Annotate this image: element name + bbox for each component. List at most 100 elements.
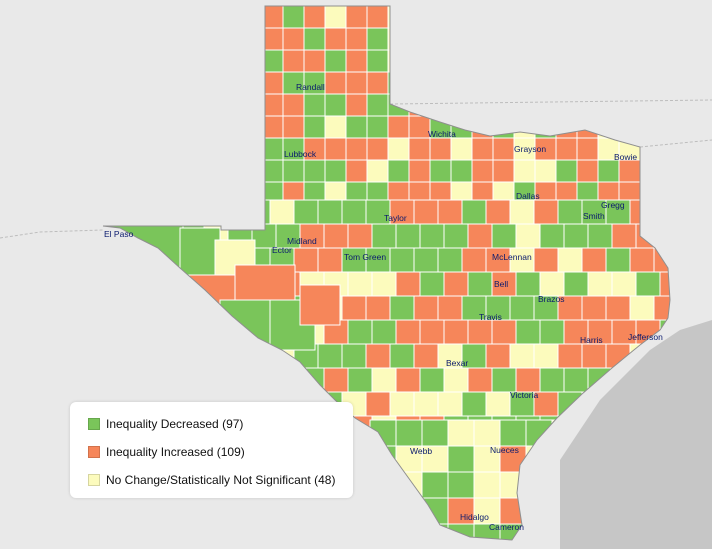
- map-legend: Inequality Decreased (97) Inequality Inc…: [70, 402, 353, 498]
- county-cell: [555, 137, 578, 161]
- county-cell: [324, 137, 347, 161]
- legend-label-decreased: Inequality Decreased (97): [106, 417, 244, 431]
- county-cell: [341, 199, 367, 225]
- county-cell: [345, 115, 368, 139]
- county-cell: [533, 343, 559, 369]
- label-bowie: Bowie: [614, 152, 637, 162]
- county-cell: [389, 343, 415, 369]
- county-cell: [437, 199, 463, 225]
- county-cell: [429, 137, 452, 161]
- county-cell: [437, 295, 463, 321]
- county-cell: [605, 247, 631, 273]
- county-cell: [366, 49, 389, 73]
- county-cell: [461, 247, 487, 273]
- county-cell: [587, 223, 613, 249]
- county-cell: [345, 6, 368, 29]
- county-cell: [317, 247, 343, 273]
- county-cell: [419, 223, 445, 249]
- county-cell: [317, 343, 343, 369]
- county-cell: [419, 367, 445, 393]
- county-cell: [365, 343, 391, 369]
- county-cell: [611, 271, 637, 297]
- county-cell: [467, 271, 493, 297]
- label-midland: Midland: [287, 236, 317, 246]
- county-cell: [509, 343, 535, 369]
- county-cell: [324, 159, 347, 183]
- county-cell: [447, 445, 475, 473]
- county-cell: [282, 159, 305, 183]
- label-harris: Harris: [580, 335, 603, 345]
- county-cell: [533, 199, 559, 225]
- county-cell: [429, 159, 452, 183]
- county-cell: [447, 419, 475, 447]
- legend-label-increased: Inequality Increased (109): [106, 445, 245, 459]
- county-cell: [303, 115, 326, 139]
- county-cell: [303, 6, 326, 29]
- county-cell: [419, 271, 445, 297]
- county-cell: [539, 319, 565, 345]
- county-cell: [473, 419, 501, 447]
- county-cell: [345, 93, 368, 117]
- county-cell: [341, 295, 367, 321]
- label-randall: Randall: [296, 82, 325, 92]
- county-cell: [461, 199, 487, 225]
- county-cell: [581, 199, 607, 225]
- county-cell: [347, 367, 373, 393]
- legend-item-decreased: Inequality Decreased (97): [88, 417, 243, 431]
- county-cell: [389, 295, 415, 321]
- county-cell: [324, 115, 347, 139]
- label-smith: Smith: [583, 211, 605, 221]
- county-cell: [282, 93, 305, 117]
- county-cell: [629, 295, 655, 321]
- county-cell: [485, 391, 511, 417]
- county-cell: [509, 247, 535, 273]
- county-cell: [324, 71, 347, 95]
- county-cell: [324, 93, 347, 117]
- county-cell: [345, 159, 368, 183]
- county-cell: [366, 71, 389, 95]
- county-cell: [471, 137, 494, 161]
- county-cell: [563, 271, 589, 297]
- county-cell: [347, 223, 373, 249]
- county-cell: [345, 27, 368, 51]
- label-grayson: Grayson: [514, 144, 546, 154]
- label-gregg: Gregg: [601, 200, 625, 210]
- county-cell: [421, 445, 449, 473]
- county-cell: [408, 159, 431, 183]
- county-cell: [365, 295, 391, 321]
- county-cell: [389, 391, 415, 417]
- county-cell: [539, 271, 565, 297]
- county-cell: [437, 391, 463, 417]
- county-cell: [635, 271, 661, 297]
- county-cell: [282, 6, 305, 29]
- county-cell: [324, 27, 347, 51]
- county-cell: [395, 223, 421, 249]
- label-bexar: Bexar: [446, 358, 468, 368]
- county-cell: [534, 159, 557, 183]
- county-cell: [450, 137, 473, 161]
- county-cell: [421, 471, 449, 499]
- label-mclennan: McLennan: [492, 252, 532, 262]
- county-cell: [485, 343, 511, 369]
- label-el-paso: El Paso: [104, 229, 134, 239]
- county-cell: [413, 343, 439, 369]
- county-cell: [324, 49, 347, 73]
- county-cell: [387, 137, 410, 161]
- county-cell: [491, 367, 517, 393]
- county-cell: [491, 319, 517, 345]
- county-cell: [395, 271, 421, 297]
- county-cell: [413, 199, 439, 225]
- gulf-of-mexico: [560, 320, 712, 549]
- county-cell: [282, 49, 305, 73]
- county-cell: [371, 223, 397, 249]
- county-cell: [563, 367, 589, 393]
- county-cell: [485, 295, 511, 321]
- county-cell: [395, 419, 423, 447]
- county-cell: [485, 247, 511, 273]
- county-cell: [557, 343, 583, 369]
- county-cell: [366, 115, 389, 139]
- county-cell: [282, 27, 305, 51]
- label-nueces: Nueces: [490, 445, 519, 455]
- label-tom-green: Tom Green: [344, 252, 386, 262]
- county-cell: [555, 159, 578, 183]
